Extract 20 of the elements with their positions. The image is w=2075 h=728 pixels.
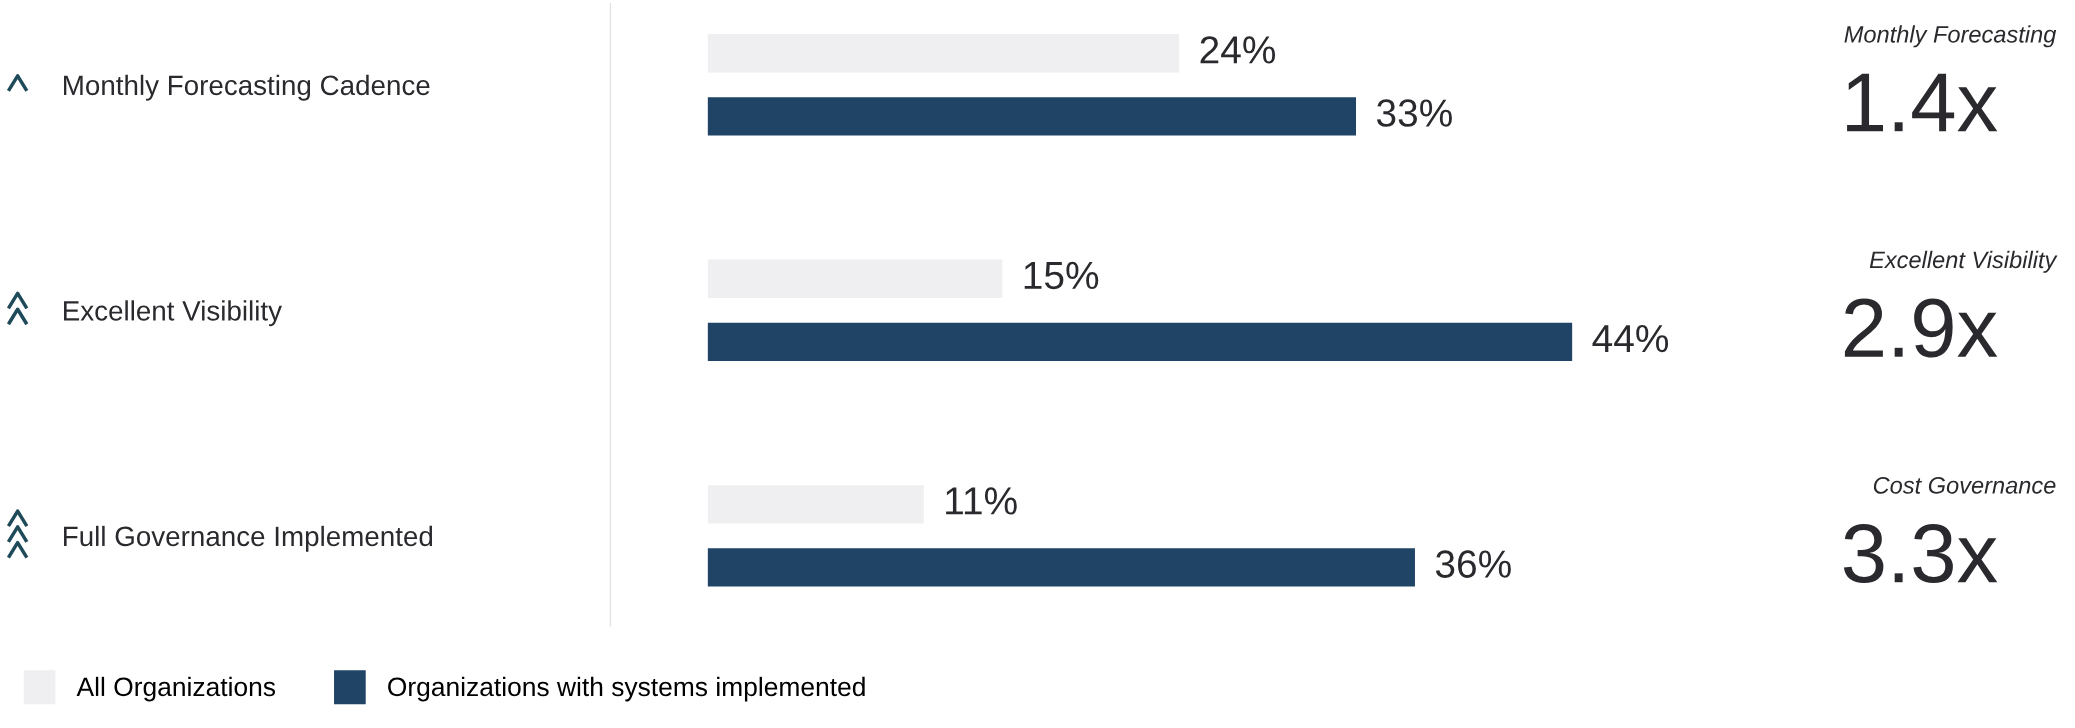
- data-label: 44%: [1592, 324, 1669, 353]
- legend-label: Organizations with systems implemented: [388, 676, 865, 702]
- y-tick-label: Excellent Visibility: [64, 300, 282, 327]
- bar: [707, 322, 1573, 362]
- legend-label: All Organizations: [76, 676, 276, 702]
- text: Excellent Visibility: [1869, 250, 2058, 273]
- text: Monthly Forecasting: [1844, 25, 2057, 48]
- data-label: 24%: [1200, 36, 1276, 64]
- bar: [707, 548, 1415, 587]
- text: 3.3x: [1843, 524, 1998, 584]
- y-tick-label: Full Governance Implemented: [64, 525, 433, 552]
- data-label: 36%: [1435, 550, 1511, 578]
- data-label: 33%: [1376, 99, 1452, 127]
- y-tick-label: Monthly Forecasting Cadence: [64, 74, 430, 101]
- text: 1.4x: [1847, 73, 1998, 132]
- bar: [707, 97, 1357, 136]
- data-label: 11%: [946, 487, 1017, 515]
- text: 2.9x: [1844, 298, 1998, 358]
- text: Cost Governance: [1873, 477, 2056, 494]
- data-label: 15%: [1024, 261, 1099, 290]
